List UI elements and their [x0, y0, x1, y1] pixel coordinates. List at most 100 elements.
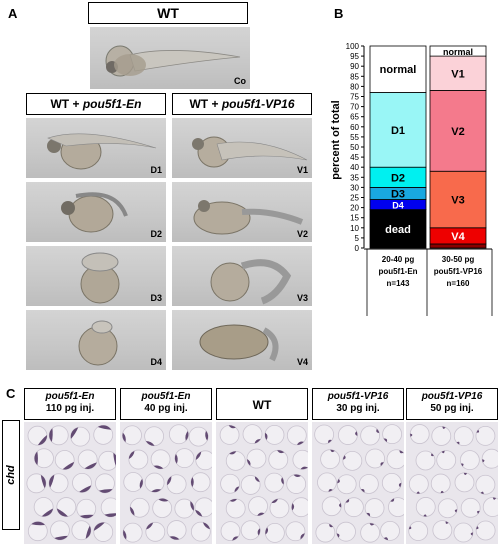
y-tick-label: 90: [350, 62, 359, 71]
right-header-gene: pou5f1-VP16: [221, 97, 295, 111]
ish-dose: 110 pg inj.: [45, 403, 95, 414]
segment-label: V3: [451, 195, 464, 207]
y-tick-label: 60: [350, 123, 359, 132]
right-header-prefix: WT +: [189, 97, 222, 111]
y-tick-label: 50: [350, 143, 359, 152]
tag-d3: D3: [150, 293, 162, 303]
ish-embryo-photo-3: [312, 422, 404, 544]
stacked-bar-chart: percent of total 05101520253035404550556…: [330, 42, 493, 316]
segment-label: dead: [385, 224, 411, 236]
tag-v2: V2: [296, 229, 308, 239]
bar-segment-v2: [429, 90, 487, 172]
ish-group-label-0: pou5f1-En 110 pg inj.: [24, 388, 116, 420]
left-header-gene: pou5f1-En: [82, 97, 142, 111]
x-label-line: pou5f1-En: [378, 267, 417, 276]
panel-b-label: B: [334, 6, 344, 21]
y-tick-label: 5: [355, 234, 360, 243]
y-tick-label: 65: [350, 113, 359, 122]
bar-segment-normal: [369, 45, 427, 93]
wt-title-box: WT: [88, 2, 248, 24]
ish-embryo-photo-4: [406, 422, 498, 544]
x-labels-group: 20-40 pg pou5f1-En n=143 30-50 pg pou5f1-VP1…: [366, 249, 493, 316]
segment-label: V4: [451, 231, 465, 243]
ish-embryos-drawing: [408, 424, 498, 543]
ish-dose: 40 pg inj.: [144, 403, 188, 414]
ish-embryo-photo-2: [216, 422, 308, 544]
y-axis-label: percent of total: [330, 100, 342, 179]
x-label-line: 30-50 pg: [442, 255, 475, 264]
y-tick-label: 75: [350, 93, 359, 102]
ish-embryos-drawing: [26, 424, 116, 542]
y-tick-label: 30: [350, 183, 359, 192]
segment-label: D1: [391, 125, 405, 137]
left-group-header: WT + pou5f1-En: [26, 93, 166, 115]
ish-embryo-photo-0: [24, 422, 116, 544]
y-tick-label: 15: [350, 214, 359, 223]
y-tick-label: 45: [350, 153, 359, 162]
embryo-photo-d2: D2: [26, 182, 166, 242]
y-tick-label: 35: [350, 173, 359, 182]
panel-c-label: C: [6, 386, 16, 401]
bar-segment-extra: [429, 243, 487, 249]
segment-label: D3: [391, 188, 405, 200]
embryo-photo-v4: V4: [172, 310, 312, 370]
chd-row-label-text: chd: [5, 465, 17, 485]
embryo-photo-d3: D3: [26, 246, 166, 306]
segment-label: normal: [443, 47, 473, 57]
ish-gene-name: pou5f1-En: [45, 391, 95, 402]
ish-embryos-drawing: [219, 424, 308, 543]
tag-v3: V3: [296, 293, 308, 303]
ish-dose: 30 pg inj.: [336, 403, 380, 414]
y-tick-label: 55: [350, 133, 359, 142]
ish-group-label-2: WT: [216, 388, 308, 420]
x-label-line: n=143: [387, 279, 410, 288]
ish-gene-name: pou5f1-VP16: [421, 391, 483, 402]
left-header-prefix: WT +: [50, 97, 83, 111]
segment-label: D2: [391, 172, 405, 184]
embryo-photo-v1: V1: [172, 118, 312, 178]
tag-d4: D4: [150, 357, 162, 367]
segment-label: V1: [451, 68, 464, 80]
bar-segment-normal: [429, 45, 487, 57]
y-tick-label: 25: [350, 194, 359, 203]
tag-v4: V4: [296, 357, 308, 367]
embryo-photo-d4: D4: [26, 310, 166, 370]
y-tick-label: 40: [350, 163, 359, 172]
ish-group-label-4: pou5f1-VP16 50 pg inj.: [406, 388, 498, 420]
embryo-photo-v2: V2: [172, 182, 312, 242]
wt-embryo-drawing: [105, 45, 241, 77]
segment-label: normal: [380, 64, 417, 76]
y-tick-label: 100: [346, 42, 360, 51]
embryo-photo-d1: D1: [26, 118, 166, 178]
bar-segment-v3: [429, 170, 487, 229]
bar-segment-v1: [429, 55, 487, 91]
y-tick-label: 20: [350, 204, 359, 213]
segment-label: V2: [451, 126, 464, 138]
y-tick-label: 10: [350, 224, 359, 233]
ish-gene-name: pou5f1-VP16: [327, 391, 389, 402]
wt-control-embryo-photo: Co: [90, 27, 250, 89]
ish-group-label-1: pou5f1-En 40 pg inj.: [120, 388, 212, 420]
y-tick-label: 95: [350, 52, 359, 61]
tag-v1: V1: [296, 165, 308, 175]
x-label-line: pou5f1-VP16: [434, 267, 483, 276]
ish-embryos-drawing: [122, 424, 212, 543]
wt-tag: Co: [234, 76, 246, 86]
ish-group-label-3: pou5f1-VP16 30 pg inj.: [312, 388, 404, 420]
y-tick-label: 70: [350, 103, 359, 112]
ish-dose: 50 pg inj.: [430, 403, 474, 414]
ish-embryo-photo-1: [120, 422, 212, 544]
bar-segment-dead: [369, 209, 427, 249]
panel-a-label: A: [8, 6, 18, 21]
y-tick-label: 85: [350, 72, 359, 81]
ish-dose: WT: [252, 398, 272, 412]
embryo-photo-v3: V3: [172, 246, 312, 306]
x-label-line: 20-40 pg: [382, 255, 415, 264]
tag-d1: D1: [150, 165, 162, 175]
right-group-header: WT + pou5f1-VP16: [172, 93, 312, 115]
y-tick-label: 80: [350, 82, 359, 91]
tag-d2: D2: [150, 229, 162, 239]
chd-row-label: chd: [2, 420, 20, 530]
